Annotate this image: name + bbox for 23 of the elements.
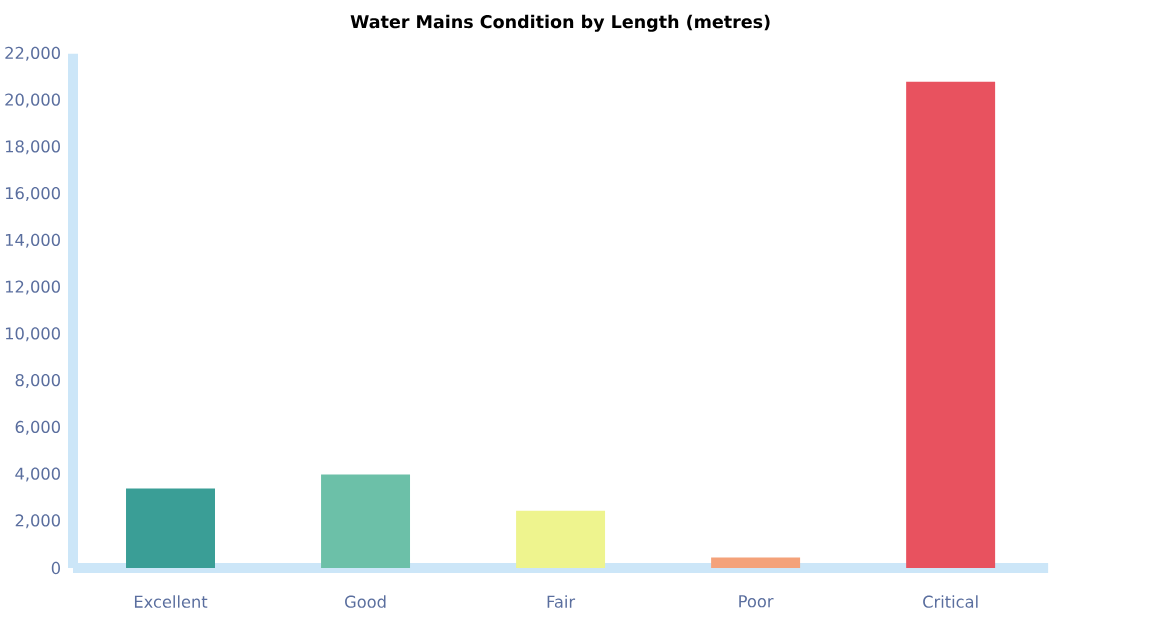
bar [321, 474, 411, 568]
x-tick-label: Good [345, 595, 386, 608]
chart-title: Water Mains Condition by Length (metres) [350, 14, 770, 32]
y-tick-label: 22,000 [5, 46, 60, 61]
bar [711, 557, 801, 568]
x-tick-label: Poor [739, 595, 774, 608]
bar [126, 488, 215, 568]
y-tick-label: 4,000 [15, 467, 60, 482]
y-tick-label: 10,000 [5, 327, 60, 342]
y-tick-label: 0 [51, 561, 60, 574]
bar [906, 81, 996, 568]
y-tick-label: 12,000 [5, 280, 60, 295]
bar [516, 510, 606, 568]
y-tick-label: 8,000 [15, 373, 60, 388]
x-tick-label: Fair [547, 595, 576, 608]
y-tick-label: 20,000 [5, 93, 60, 108]
y-tick-label: 16,000 [5, 186, 60, 201]
x-tick-label: Excellent [134, 595, 208, 608]
x-tick-label: Critical [923, 595, 978, 608]
y-tick-label: 2,000 [15, 514, 60, 529]
y-tick-label: 18,000 [5, 140, 60, 155]
y-tick-label: 14,000 [5, 233, 60, 248]
y-tick-label: 6,000 [15, 420, 60, 435]
